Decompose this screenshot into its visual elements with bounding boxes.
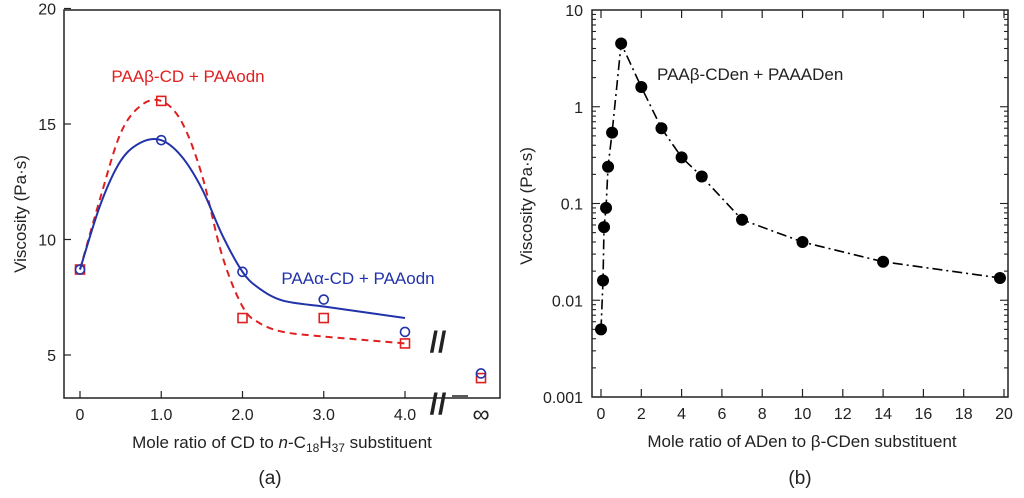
chart-b-series-label: PAAβ-CDen + PAAADen <box>657 65 843 84</box>
chart-a-ytick-label: 10 <box>38 233 56 250</box>
chart-a-ytick-label: 5 <box>47 348 56 365</box>
chart-b-point <box>655 122 668 135</box>
chart-a-ytick-label: 15 <box>38 117 56 134</box>
chart-a-point <box>399 326 411 338</box>
chart-b: 0.001 0.01 0.1 1 10 0 2 4 6 8 10 12 14 16 18 20 Viscosit… <box>517 3 1013 489</box>
chart-b-ytick-label: 10 <box>565 3 583 20</box>
chart-b-ytick-label: 0.01 <box>552 293 583 310</box>
chart-b-point <box>877 255 890 268</box>
chart-a-point-infinity <box>475 368 487 379</box>
chart-b-xtick-label: 10 <box>794 406 812 423</box>
chart-a-frame <box>63 9 501 399</box>
chart-a-axis-break-upper: // <box>430 326 447 359</box>
chart-a-point <box>155 134 167 146</box>
chart-b-xtick-label: 8 <box>758 406 767 423</box>
chart-a-point <box>318 294 330 305</box>
chart-a-xtick-label: 2.0 <box>231 407 253 424</box>
chart-b-xlabel: Mole ratio of ADen to β-CDen substituent <box>647 432 957 451</box>
chart-a-xtick-label: 3.0 <box>313 407 335 424</box>
chart-a-point <box>74 264 86 275</box>
chart-a-series-beta-label: PAAβ-CD + PAAodn <box>111 67 264 86</box>
chart-b-point <box>736 213 749 226</box>
chart-a-xtick-label: 0 <box>76 407 85 424</box>
chart-a-point <box>155 95 167 107</box>
chart-b-series-line <box>600 40 1001 330</box>
chart-b-xtick-label: 2 <box>637 406 646 423</box>
chart-a-series-alpha-line <box>79 137 406 320</box>
chart-b-point <box>600 201 613 214</box>
chart-a-axis-break-lower: // <box>430 388 447 421</box>
chart-a-ylabel: Viscosity (Pa·s) <box>11 155 30 273</box>
chart-b-xtick-label: 20 <box>995 406 1013 423</box>
chart-a-xtick-label: 1.0 <box>150 407 172 424</box>
chart-a-ytick-label: 20 <box>38 2 56 19</box>
chart-b-point <box>993 271 1006 284</box>
chart-b-ytick-label: 0.001 <box>543 390 583 407</box>
chart-b-point <box>602 160 615 173</box>
chart-b-series: PAAβ-CDen + PAAADen <box>595 37 1006 336</box>
chart-a-series-alpha-label: PAAα-CD + PAAodn <box>281 269 434 288</box>
chart-b-point <box>635 81 648 94</box>
chart-a-xlabel: Mole ratio of CD to n-C18H37 substituent <box>132 433 432 455</box>
chart-a-point-infinity <box>475 372 487 384</box>
chart-a: 5 10 15 20 0 1.0 2.0 3.0 4.0 ∞ // // Viscosity (Pa·s… <box>11 2 501 489</box>
chart-b-ylabel: Viscosity (Pa·s) <box>517 147 536 265</box>
chart-b-xtick-label: 4 <box>677 406 686 423</box>
chart-b-xtick-label: 0 <box>597 406 606 423</box>
chart-b-point <box>695 170 708 183</box>
chart-a-xtick-infinity: ∞ <box>472 401 489 428</box>
chart-b-point <box>598 221 611 234</box>
chart-b-xtick-label: 18 <box>955 406 973 423</box>
chart-b-point <box>597 274 610 287</box>
chart-a-point <box>237 266 248 278</box>
chart-a-point <box>399 338 411 349</box>
chart-a-panel-label: (a) <box>258 468 281 489</box>
chart-a-point <box>237 312 248 324</box>
chart-b-ytick-label: 0.1 <box>561 197 583 214</box>
chart-b-point <box>796 236 809 249</box>
chart-b-xtick-label: 6 <box>717 406 726 423</box>
chart-a-series-alpha: PAAα-CD + PAAodn <box>74 134 487 379</box>
chart-b-point <box>606 126 619 139</box>
chart-b-xtick-label: 14 <box>874 406 892 423</box>
chart-b-panel-label: (b) <box>788 468 811 489</box>
chart-b-point <box>615 37 628 50</box>
chart-b-point <box>595 323 607 336</box>
chart-a-series-beta: PAAβ-CD + PAAodn <box>74 67 487 384</box>
chart-b-xtick-label: 16 <box>915 406 933 423</box>
chart-b-point <box>675 151 688 164</box>
chart-b-ytick-label: 1 <box>574 100 583 117</box>
chart-b-xtick-label: 12 <box>834 406 852 423</box>
chart-a-series-beta-line <box>79 98 406 345</box>
chart-a-xtick-label: 4.0 <box>394 407 416 424</box>
chart-a-point <box>318 312 330 324</box>
